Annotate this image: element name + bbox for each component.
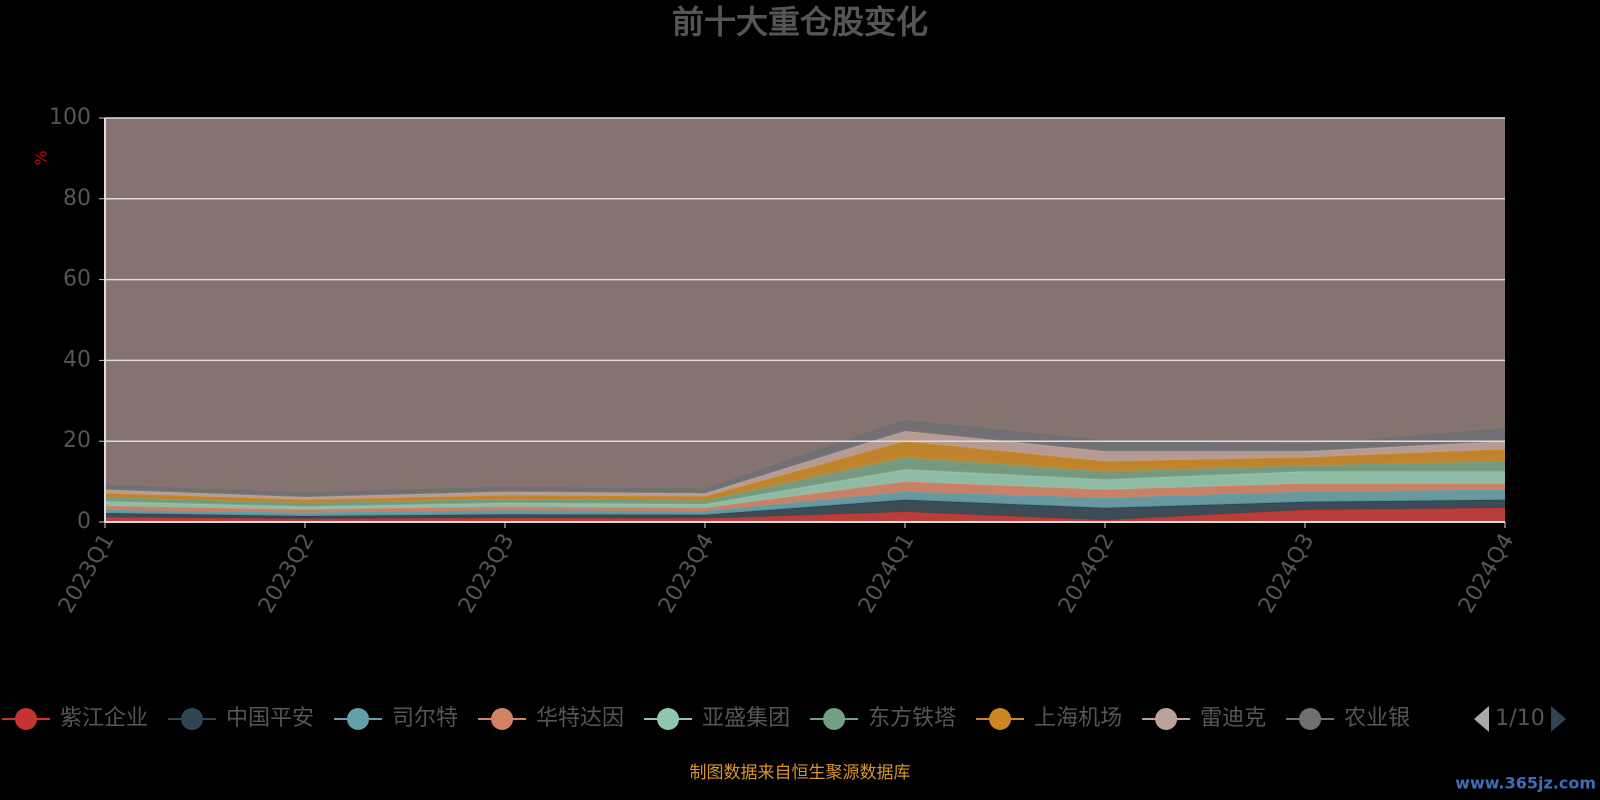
legend-label[interactable]: 上海机场 bbox=[1034, 706, 1122, 731]
chart-title: 前十大重仓股变化 bbox=[672, 3, 928, 41]
y-tick-label: 80 bbox=[63, 186, 91, 211]
legend-prev[interactable] bbox=[1474, 706, 1489, 732]
legend-page: 1/10 bbox=[1495, 706, 1544, 731]
legend-marker[interactable] bbox=[15, 708, 37, 730]
legend-label[interactable]: 中国平安 bbox=[226, 706, 314, 731]
x-tick-label: 2023Q1 bbox=[54, 530, 119, 618]
legend-label[interactable]: 司尔特 bbox=[392, 706, 458, 731]
x-tick-label: 2024Q2 bbox=[1054, 530, 1119, 618]
legend-marker[interactable] bbox=[181, 708, 204, 730]
x-tick-label: 2023Q2 bbox=[254, 530, 319, 618]
legend-marker[interactable] bbox=[657, 708, 680, 730]
source-note: 制图数据来自恒生聚源数据库 bbox=[690, 763, 911, 783]
area bbox=[105, 431, 1505, 500]
legend-marker[interactable] bbox=[491, 708, 514, 730]
legend-label[interactable]: 东方铁塔 bbox=[868, 706, 956, 731]
x-tick-label: 2023Q3 bbox=[454, 530, 519, 618]
area bbox=[105, 481, 1505, 513]
legend-label[interactable]: 华特达因 bbox=[536, 706, 624, 731]
legend-marker[interactable] bbox=[823, 708, 846, 730]
legend-marker[interactable] bbox=[1299, 708, 1322, 730]
x-tick-label: 2024Q4 bbox=[1454, 530, 1519, 618]
legend-label[interactable]: 紫江企业 bbox=[60, 706, 148, 731]
area bbox=[105, 469, 1505, 510]
legend-label[interactable]: 雷迪克 bbox=[1200, 706, 1266, 731]
x-tick-label: 2023Q4 bbox=[654, 530, 719, 618]
watermark: www.365jz.com bbox=[1455, 774, 1596, 793]
legend-marker[interactable] bbox=[347, 708, 370, 730]
y-tick-label: 0 bbox=[77, 509, 91, 534]
legend-label[interactable]: 农业银 bbox=[1344, 706, 1410, 731]
area-line bbox=[104, 419, 1506, 495]
area bbox=[105, 421, 1505, 497]
area bbox=[105, 489, 1505, 516]
x-tick-label: 2024Q1 bbox=[854, 530, 919, 618]
y-tick-label: 60 bbox=[63, 267, 91, 292]
area bbox=[105, 457, 1505, 507]
legend-marker[interactable] bbox=[989, 708, 1012, 730]
area bbox=[105, 441, 1505, 504]
y-tick-label: 100 bbox=[49, 105, 91, 130]
y-axis-label: % bbox=[32, 150, 51, 165]
x-tick-label: 2024Q3 bbox=[1254, 530, 1319, 618]
legend-next[interactable] bbox=[1551, 706, 1566, 732]
y-tick-label: 40 bbox=[63, 347, 91, 372]
legend: 紫江企业 中国平安 司尔特 华特达因 亚盛集团 东方铁塔 上海机场 雷迪克 农业银 bbox=[2, 706, 1410, 731]
area-line bbox=[104, 440, 1506, 501]
y-tick-label: 20 bbox=[63, 428, 91, 453]
legend-marker[interactable] bbox=[1155, 708, 1178, 730]
legend-label[interactable]: 亚盛集团 bbox=[702, 706, 790, 731]
